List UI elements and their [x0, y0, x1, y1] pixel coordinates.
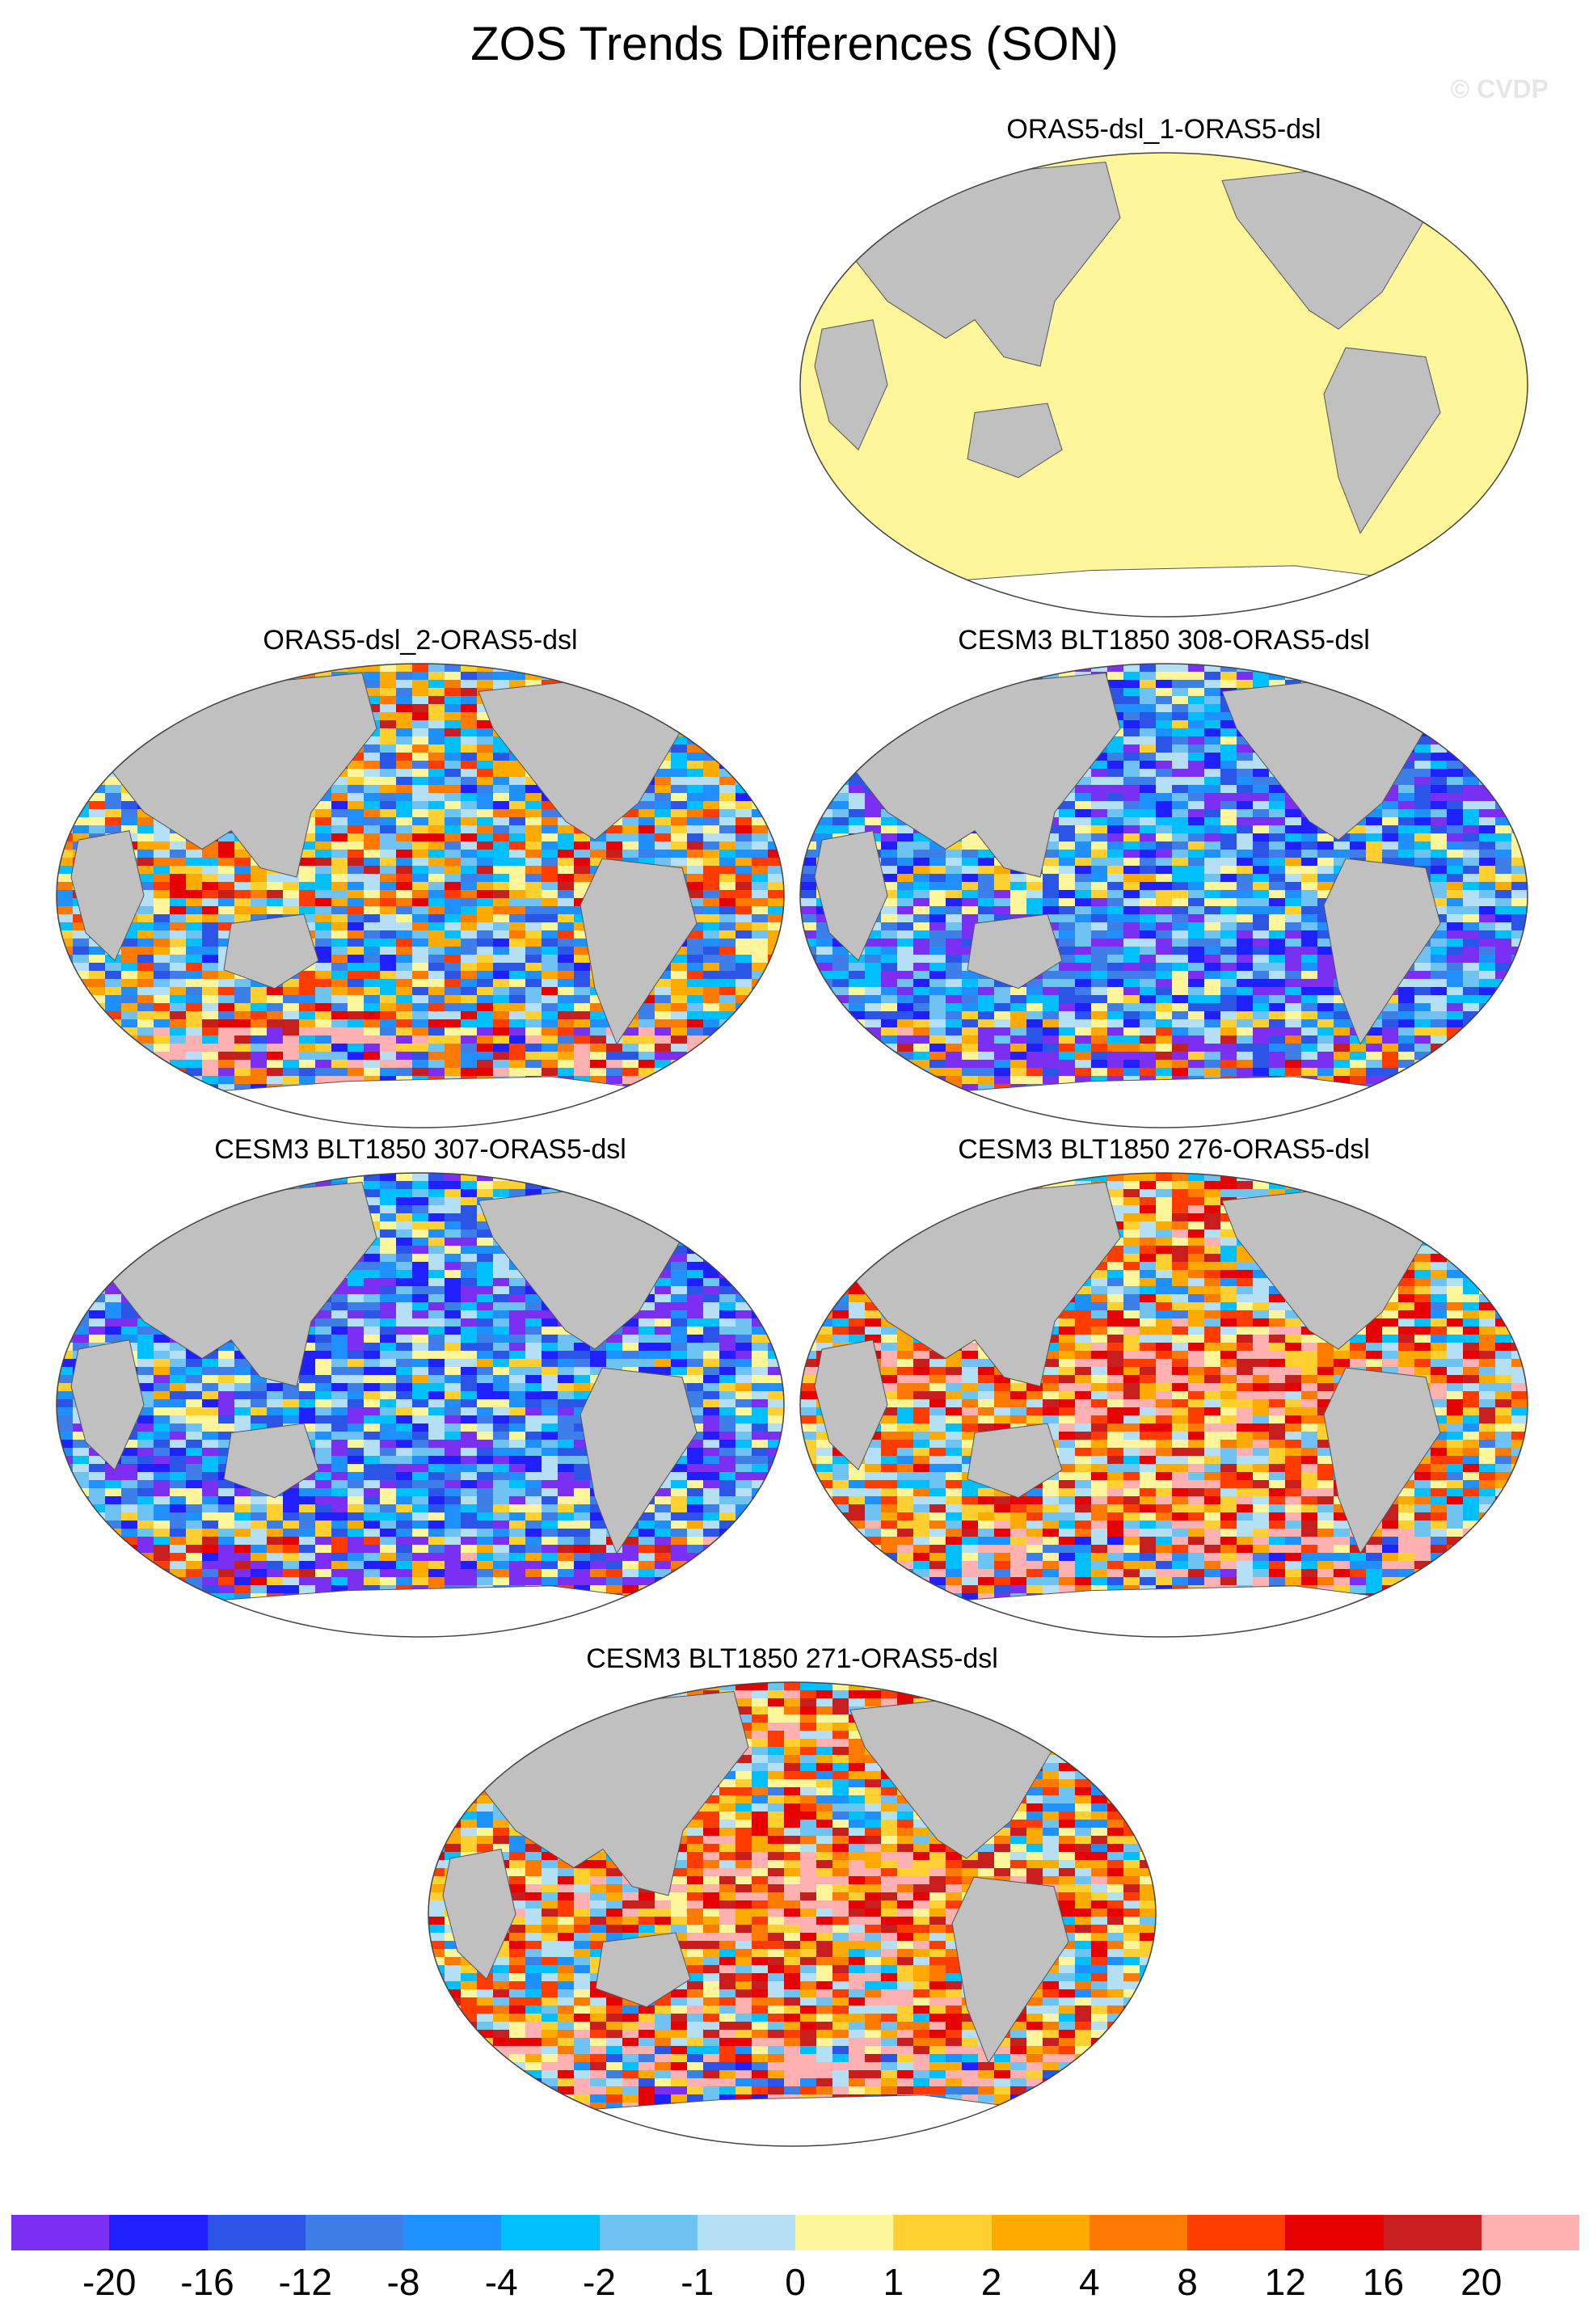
map-panel-oras5-dsl-2: ORAS5-dsl_2-ORAS5-dsl [48, 624, 792, 1141]
colorbar-tick-label: -16 [180, 2261, 234, 2303]
colorbar-swatch [1481, 2215, 1579, 2250]
colorbar-swatch [1089, 2215, 1187, 2250]
land-mass [814, 319, 888, 451]
land-mass [967, 913, 1063, 989]
colorbar [11, 2215, 1579, 2250]
land-mass [814, 830, 888, 962]
colorbar-swatch [11, 2215, 110, 2250]
panel-title: CESM3 BLT1850 276-ORAS5-dsl [958, 1134, 1370, 1165]
colorbar-swatch [207, 2215, 306, 2250]
world-map [799, 1172, 1528, 1638]
colorbar-swatch [893, 2215, 992, 2250]
colorbar-swatch [795, 2215, 894, 2250]
map-panel-cesm3-271: CESM3 BLT1850 271-ORAS5-dsl [420, 1643, 1164, 2160]
land-mass [967, 403, 1063, 479]
world-map [799, 663, 1528, 1128]
colorbar-swatch [1285, 2215, 1384, 2250]
colorbar-swatch [991, 2215, 1090, 2250]
colorbar-tick-label: -1 [681, 2261, 714, 2303]
map-outline [56, 663, 785, 1128]
world-map [56, 1172, 785, 1638]
land-mass [223, 913, 319, 989]
map-outline [799, 152, 1528, 618]
land-mass [70, 830, 145, 962]
colorbar-tick-label: 8 [1177, 2261, 1198, 2303]
land-mass [580, 858, 698, 1045]
land-mass [1323, 858, 1441, 1045]
colorbar-tick-label: 16 [1362, 2261, 1405, 2303]
colorbar-tick-label: 20 [1460, 2261, 1503, 2303]
panel-title: ORAS5-dsl_1-ORAS5-dsl [1006, 114, 1321, 145]
colorbar-tick-label: -2 [583, 2261, 616, 2303]
panel-title: CESM3 BLT1850 308-ORAS5-dsl [958, 625, 1370, 656]
colorbar-swatch [697, 2215, 795, 2250]
colorbar-swatch [109, 2215, 208, 2250]
colorbar-tick-label: 1 [883, 2261, 904, 2303]
map-panel-cesm3-276: CESM3 BLT1850 276-ORAS5-dsl [792, 1133, 1536, 1651]
colorbar-tick-label: -12 [278, 2261, 332, 2303]
land-mass [442, 1849, 516, 1980]
map-outline [56, 1172, 785, 1638]
colorbar-tick-label: 2 [980, 2261, 1002, 2303]
map-panel-cesm3-307: CESM3 BLT1850 307-ORAS5-dsl [48, 1133, 792, 1651]
panel-title: CESM3 BLT1850 271-ORAS5-dsl [586, 1643, 998, 1674]
colorbar-swatch [1187, 2215, 1286, 2250]
land-mass [70, 1339, 145, 1471]
land-mass [595, 1932, 691, 2008]
map-outline [799, 663, 1528, 1128]
figure-title: ZOS Trends Differences (SON) [470, 18, 1119, 70]
map-panel-cesm3-308: CESM3 BLT1850 308-ORAS5-dsl [792, 624, 1536, 1141]
panel-title: CESM3 BLT1850 307-ORAS5-dsl [214, 1134, 626, 1165]
land-mass [580, 1367, 698, 1554]
colorbar-labels: -20 -16 -12 -8 -4 -2 -1 0 1 2 4 8 12 16 20 [11, 2262, 1579, 2302]
land-mass [1323, 347, 1441, 534]
map-outline [799, 1172, 1528, 1638]
cvdp-credit: © CVDP [1450, 74, 1549, 103]
world-map [56, 663, 785, 1128]
colorbar-swatch [599, 2215, 698, 2250]
map-panel-oras5-dsl-1: ORAS5-dsl_1-ORAS5-dsl [792, 113, 1536, 631]
land-mass [951, 1876, 1069, 2064]
colorbar-tick-label: 4 [1078, 2261, 1100, 2303]
map-outline [428, 1681, 1157, 2147]
land-mass [814, 1339, 888, 1471]
world-map [428, 1681, 1157, 2147]
colorbar-tick-label: -4 [484, 2261, 518, 2303]
colorbar-swatch [305, 2215, 403, 2250]
land-mass [967, 1423, 1063, 1499]
colorbar-tick-label: -20 [82, 2261, 137, 2303]
land-mass [223, 1423, 319, 1499]
colorbar-tick-label: 0 [785, 2261, 806, 2303]
world-map [799, 152, 1528, 618]
panel-title: ORAS5-dsl_2-ORAS5-dsl [263, 625, 578, 656]
colorbar-swatch [403, 2215, 502, 2250]
colorbar-tick-label: -8 [386, 2261, 420, 2303]
colorbar-swatch [501, 2215, 600, 2250]
colorbar-tick-label: 12 [1264, 2261, 1306, 2303]
land-mass [1323, 1367, 1441, 1554]
colorbar-swatch [1383, 2215, 1482, 2250]
